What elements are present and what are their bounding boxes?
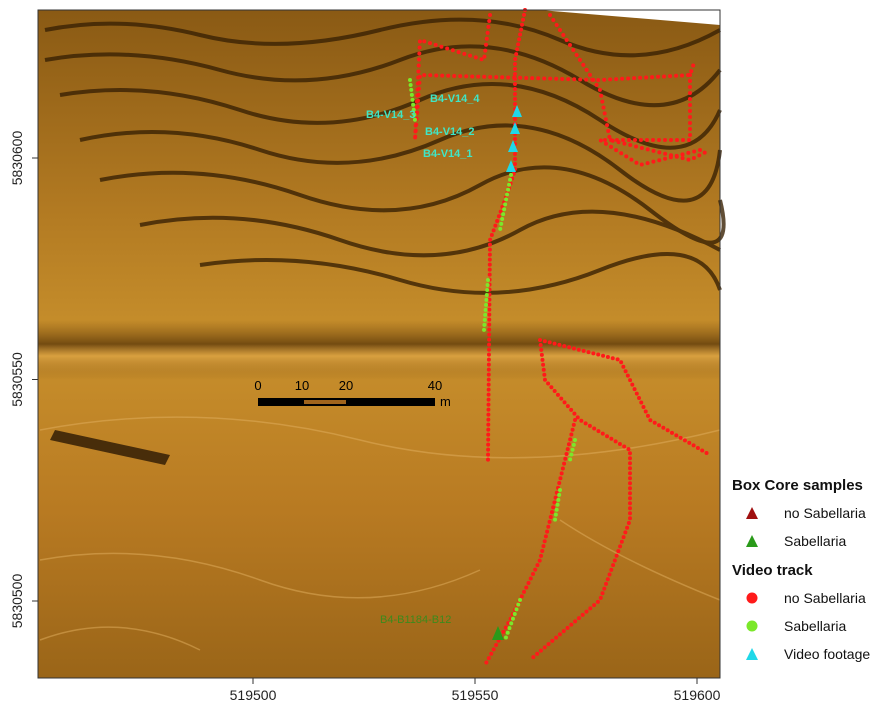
site-label: B4-V14_2 — [425, 126, 475, 138]
x-tick-label: 519550 — [452, 687, 499, 703]
legend-item: no Sabellaria — [784, 590, 866, 606]
legend-symbol — [746, 507, 758, 519]
scale-label: 0 — [254, 378, 261, 393]
legend-symbol — [747, 593, 758, 604]
y-tick-label: 5830600 — [9, 131, 25, 186]
map-figure: 519500 519550 519600 5830600 5830550 5830500 0… — [0, 0, 890, 706]
legend-title: Video track — [732, 562, 813, 579]
site-label: B4-V14_3 — [366, 109, 416, 121]
legend-symbol — [746, 535, 758, 547]
x-tick-label: 519500 — [230, 687, 277, 703]
site-label: B4-V14_1 — [423, 148, 473, 160]
x-tick-label: 519600 — [674, 687, 721, 703]
scale-label: 20 — [339, 378, 353, 393]
scale-bar — [258, 398, 435, 406]
scale-label: 10 — [295, 378, 309, 393]
legend-item: Sabellaria — [784, 533, 846, 549]
legend-title: Box Core samples — [732, 477, 863, 494]
legend-symbol — [747, 621, 758, 632]
legend-item: Sabellaria — [784, 618, 846, 634]
scale-unit: m — [440, 394, 451, 409]
legend-item: Video footage — [784, 646, 870, 662]
site-label: B4-V14_4 — [430, 93, 480, 105]
y-tick-label: 5830500 — [9, 574, 25, 629]
scale-label: 40 — [428, 378, 442, 393]
legend-item: no Sabellaria — [784, 505, 866, 521]
site-label: B4-B1184-B12 — [380, 614, 451, 626]
y-tick-label: 5830550 — [9, 352, 25, 407]
legend-symbol — [746, 648, 758, 660]
